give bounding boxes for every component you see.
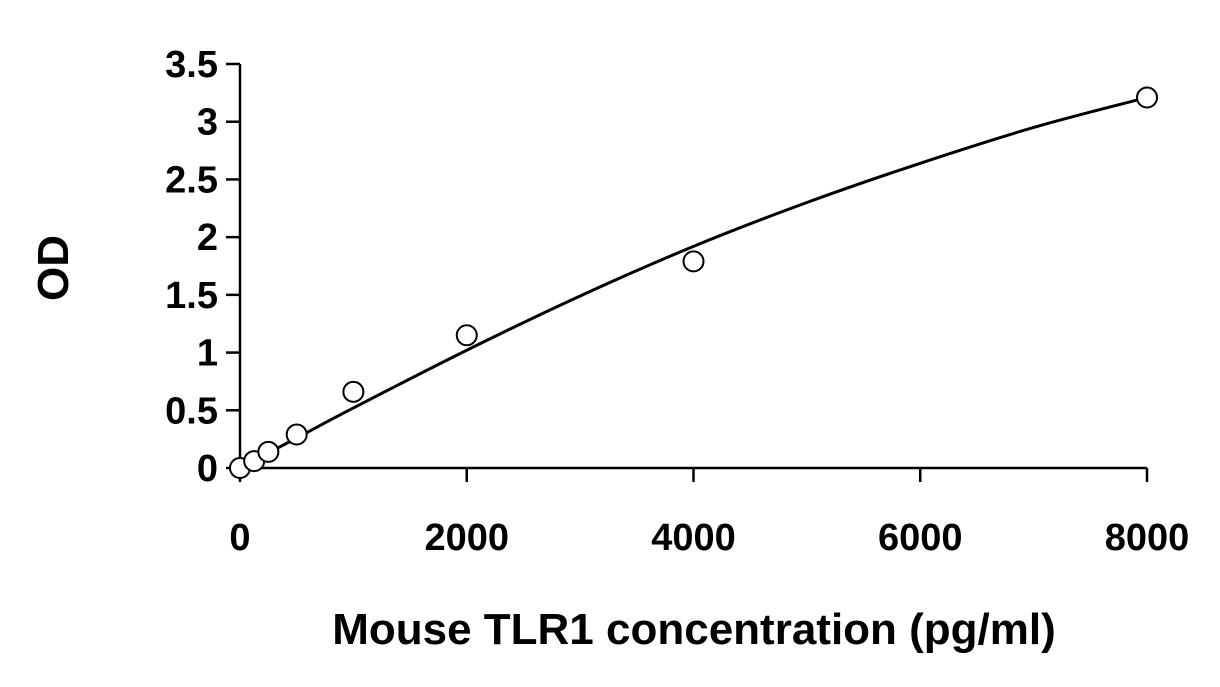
y-tick-label: 3 xyxy=(197,102,218,144)
y-tick-label: 2 xyxy=(197,217,218,259)
data-point xyxy=(285,423,308,446)
x-tick-label: 4000 xyxy=(651,517,736,559)
data-point xyxy=(1136,86,1158,109)
x-axis-title: Mouse TLR1 concentration (pg/ml) xyxy=(332,605,1056,654)
data-point xyxy=(257,440,280,463)
x-tick-label: 2000 xyxy=(424,517,509,559)
axes xyxy=(226,62,1149,482)
data-points xyxy=(229,86,1158,479)
fit-curve-group xyxy=(239,96,1148,470)
y-tick-label: 0 xyxy=(197,448,218,490)
y-tick-label: 0.5 xyxy=(165,390,218,432)
y-tick-label: 2.5 xyxy=(165,159,218,201)
tick-labels: 0 0.5 1 1.5 2 2.5 3 3.5 0 2000 4000 6000 8000 xyxy=(165,44,1189,559)
x-tick-label: 0 xyxy=(229,517,250,559)
fit-curve-line xyxy=(239,96,1148,470)
y-tick-label: 3.5 xyxy=(165,44,218,86)
y-tick-label: 1.5 xyxy=(165,275,218,317)
data-point xyxy=(342,380,365,403)
data-point xyxy=(682,250,705,273)
y-tick-label: 1 xyxy=(197,333,218,375)
x-tick-label: 6000 xyxy=(878,517,963,559)
y-axis-title: OD xyxy=(29,235,78,301)
x-tick-label: 8000 xyxy=(1105,517,1190,559)
data-point xyxy=(455,324,478,347)
